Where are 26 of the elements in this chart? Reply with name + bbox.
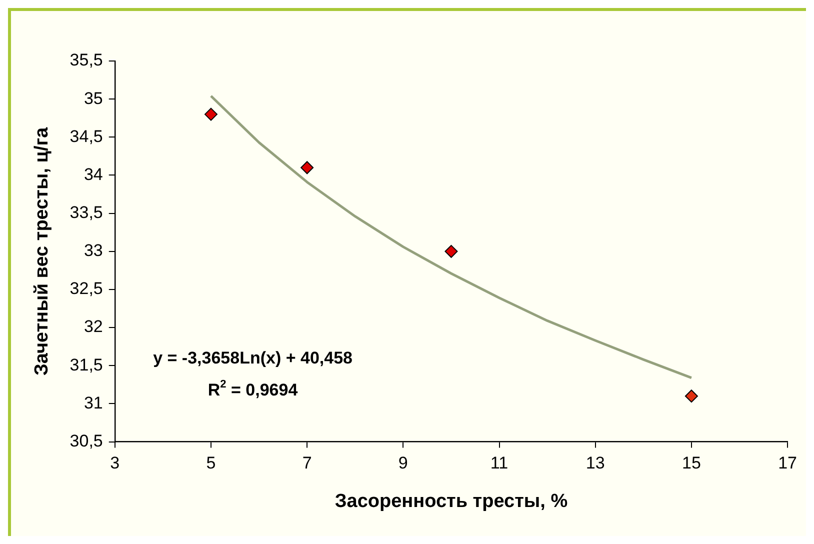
point: [444, 244, 458, 258]
y-tick-label: 34,5: [70, 126, 103, 146]
y-tick-label: 34: [84, 164, 103, 184]
x-tick-label: 9: [398, 454, 408, 473]
x-axis-title: Засоренность тресты, %: [334, 490, 568, 512]
point: [684, 390, 698, 403]
point: [204, 108, 218, 121]
y-tick-label: 33,5: [70, 203, 103, 222]
y-tick-label: 35: [84, 88, 103, 108]
x-tick-label: 7: [302, 454, 312, 473]
x-tick-label: 17: [778, 454, 798, 473]
point: [300, 161, 314, 174]
x-tick-label: 13: [586, 454, 605, 473]
x-tick-label: 11: [490, 454, 508, 473]
y-axis-title: Зачетный вес тресты, ц/га: [32, 126, 53, 376]
x-tick-label: 3: [110, 454, 120, 473]
x-tick-label: 15: [682, 454, 701, 473]
annotation: y = -3,3658Ln(x) + 40,458: [153, 348, 352, 368]
y-tick-label: 35,5: [70, 50, 103, 70]
y-tick-label: 30,5: [70, 431, 103, 450]
x-tick-label: 5: [206, 454, 216, 473]
y-tick-label: 32,5: [70, 279, 103, 298]
y-tick-label: 31,5: [70, 355, 103, 374]
y-tick-label: 32: [84, 317, 103, 336]
y-tick-label: 33: [84, 241, 103, 260]
y-tick-label: 31: [84, 393, 103, 412]
